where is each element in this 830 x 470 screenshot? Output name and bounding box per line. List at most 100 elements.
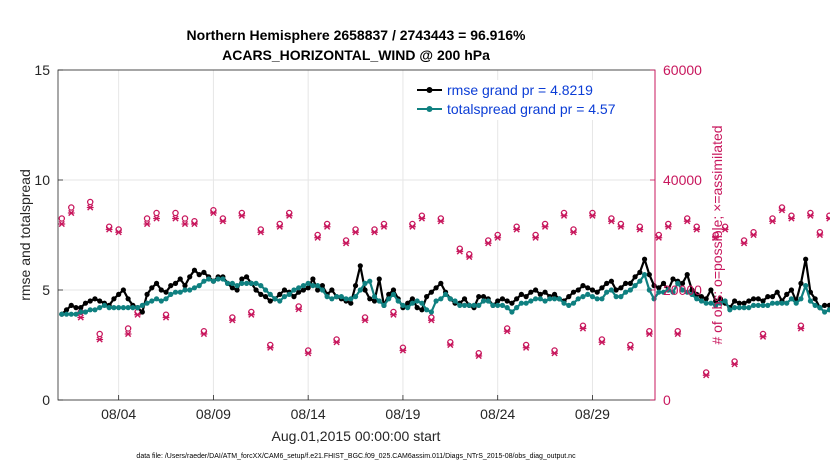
rmse-point <box>698 294 705 300</box>
obs-assimilated-marker <box>503 328 511 335</box>
totalspread-point <box>386 296 392 302</box>
rmse-point <box>736 300 742 306</box>
obs-possible-marker <box>143 215 151 222</box>
totalspread-point <box>130 305 136 311</box>
obs-assimilated-marker <box>769 218 776 225</box>
obs-assimilated-marker <box>731 361 738 368</box>
obs-assimilated-marker <box>143 220 151 228</box>
rmse-point <box>803 256 809 262</box>
totalspread-point <box>793 300 799 306</box>
totalspread-point <box>788 296 795 302</box>
rmse-point <box>414 305 420 311</box>
obs-assimilated-marker <box>664 223 672 230</box>
totalspread-point <box>116 305 122 311</box>
x-tick-label: 08/19 <box>385 406 420 422</box>
totalspread-point <box>196 283 202 289</box>
totalspread-point <box>784 300 790 306</box>
rmse-point <box>291 294 297 300</box>
totalspread-point <box>111 305 117 311</box>
rmse-point <box>139 309 145 315</box>
rmse-point <box>153 280 160 286</box>
obs-assimilated-marker <box>285 212 293 219</box>
totalspread-point <box>362 280 368 286</box>
rmse-point <box>741 300 747 306</box>
totalspread-point <box>556 296 562 302</box>
rmse-point <box>433 285 439 291</box>
obs-assimilated-marker <box>162 314 170 321</box>
totalspread-point <box>528 298 534 304</box>
rmse-point <box>87 298 93 304</box>
totalspread-point <box>480 298 487 304</box>
totalspread-point <box>92 307 98 313</box>
totalspread-point <box>357 287 363 293</box>
obs-assimilated-marker <box>522 344 530 351</box>
obs-assimilated-marker <box>390 311 397 318</box>
totalspread-point <box>253 280 259 286</box>
rmse-point <box>542 289 548 295</box>
rmse-point <box>187 274 193 280</box>
totalspread-point <box>632 283 638 289</box>
totalspread-point <box>533 296 539 302</box>
rmse-point <box>424 294 430 300</box>
rmse-point <box>580 283 586 289</box>
obs-assimilated-marker <box>105 226 113 233</box>
rmse-point <box>78 305 84 311</box>
rmse-point <box>528 289 534 295</box>
rmse-point <box>660 280 667 286</box>
rmse-point <box>599 285 605 291</box>
rmse-point <box>319 283 325 289</box>
rmse-point <box>329 287 335 293</box>
obs-assimilated-marker <box>636 226 644 233</box>
totalspread-point <box>523 300 529 306</box>
totalspread-point <box>419 300 425 306</box>
obs-possible-marker <box>153 209 160 217</box>
totalspread-point <box>774 300 780 306</box>
obs-assimilated-marker <box>551 350 558 357</box>
obs-assimilated-marker <box>228 317 236 324</box>
series-lines <box>59 256 830 317</box>
obs-assimilated-marker <box>740 240 748 247</box>
obs-assimilated-marker <box>181 220 189 228</box>
totalspread-point <box>604 289 610 295</box>
rmse-point <box>760 298 766 304</box>
rmse-point <box>618 285 624 291</box>
totalspread-point <box>234 283 240 289</box>
totalspread-point <box>153 296 160 302</box>
obs-assimilated-marker <box>570 229 577 236</box>
obs-assimilated-marker <box>77 314 85 321</box>
totalspread-point <box>575 296 581 302</box>
rmse-point <box>637 269 643 275</box>
y-tick-label: 10 <box>34 172 50 188</box>
legend-box <box>410 80 650 120</box>
rmse-point <box>390 287 397 293</box>
x-tick-label: 08/14 <box>291 406 326 422</box>
totalspread-point <box>466 302 472 308</box>
totalspread-point <box>187 287 193 293</box>
totalspread-point <box>206 276 212 282</box>
x-tick-label: 08/09 <box>196 406 231 422</box>
totalspread-point <box>319 287 325 293</box>
totalspread-point <box>149 298 155 304</box>
obs-assimilated-marker <box>86 204 94 211</box>
totalspread-point <box>229 280 235 286</box>
totalspread-point <box>220 276 226 282</box>
obs-assimilated-marker <box>96 336 104 343</box>
y-right-tick-label: 0 <box>663 392 671 408</box>
obs-assimilated-marker <box>513 226 521 233</box>
obs-assimilated-marker <box>257 229 265 236</box>
totalspread-point <box>267 291 273 297</box>
obs-assimilated-marker <box>693 226 701 233</box>
totalspread-point <box>476 302 482 308</box>
legend-marker-spread <box>426 106 433 112</box>
totalspread-point <box>755 302 761 308</box>
totalspread-point <box>518 300 524 306</box>
y-right-tick-label: 20000 <box>663 282 702 298</box>
totalspread-point <box>542 298 548 304</box>
totalspread-point <box>637 278 643 284</box>
totalspread-point <box>798 296 804 302</box>
footer-datafile: data file: /Users/raeder/DAI/ATM_forcXX/… <box>136 453 576 460</box>
obs-assimilated-marker <box>532 234 539 241</box>
totalspread-point <box>367 278 373 284</box>
rmse-point <box>419 307 425 313</box>
rmse-point <box>670 276 676 282</box>
